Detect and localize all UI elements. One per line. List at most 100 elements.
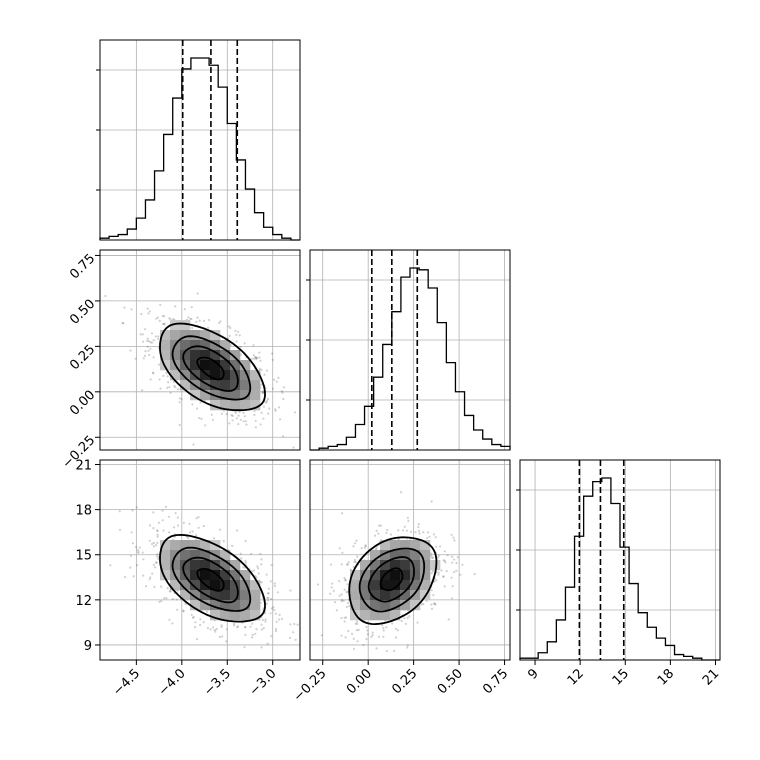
- sample-point: [281, 391, 284, 394]
- density-cell: [400, 570, 411, 581]
- sample-point: [403, 617, 406, 620]
- sample-point: [144, 350, 147, 353]
- sample-point: [142, 558, 145, 561]
- sample-point: [377, 635, 381, 638]
- sample-point: [433, 580, 436, 583]
- density-cell: [210, 570, 221, 581]
- sample-point: [146, 307, 149, 310]
- density-cell: [230, 370, 241, 381]
- sample-point: [386, 528, 389, 532]
- sample-point: [347, 629, 350, 633]
- sample-point: [168, 317, 171, 320]
- sample-point: [239, 353, 242, 356]
- sample-point: [365, 638, 368, 641]
- sample-point: [260, 623, 263, 626]
- sample-point: [154, 566, 157, 569]
- sample-point: [316, 583, 320, 586]
- sample-point: [473, 573, 476, 576]
- sample-point: [196, 316, 199, 319]
- density-cell: [170, 580, 181, 591]
- hist-frame-0: [99, 39, 301, 241]
- density-cell: [200, 340, 211, 351]
- xtick-label-0-3: −3.0: [247, 666, 280, 699]
- sample-point: [118, 510, 121, 513]
- sample-point: [178, 397, 181, 400]
- sample-point: [406, 616, 409, 620]
- sample-point: [258, 367, 261, 370]
- sample-point: [155, 561, 158, 564]
- histogram-line-1: [310, 267, 511, 451]
- density-panel-1-2: [309, 459, 511, 661]
- density-cell: [180, 370, 191, 381]
- sample-point: [260, 411, 263, 414]
- sample-point: [266, 642, 269, 645]
- sample-point: [168, 618, 171, 621]
- xtick-label-2-3: 18: [655, 666, 677, 688]
- density-cell: [390, 600, 401, 611]
- sample-point: [157, 337, 160, 340]
- density-cell: [240, 380, 251, 391]
- sample-point: [161, 509, 164, 512]
- sample-point: [215, 627, 218, 631]
- sample-point: [209, 628, 212, 631]
- sample-point: [253, 413, 256, 417]
- xtick-label-0-0: −4.5: [110, 666, 143, 699]
- sample-point: [355, 629, 358, 632]
- sample-point: [263, 612, 267, 615]
- sample-point: [435, 545, 438, 548]
- sample-point: [335, 609, 338, 612]
- sample-point: [443, 559, 446, 562]
- density-cell: [390, 570, 401, 581]
- sample-point: [428, 535, 431, 538]
- sample-point: [257, 572, 260, 575]
- sample-point: [159, 387, 162, 390]
- sample-point: [163, 315, 166, 318]
- sample-point: [273, 609, 276, 612]
- sample-point: [265, 573, 268, 576]
- density-cell: [230, 380, 241, 391]
- density-cell: [410, 600, 421, 611]
- sample-point: [356, 640, 359, 643]
- density-cell: [200, 560, 211, 571]
- density-cell: [240, 390, 251, 401]
- sample-point: [345, 605, 348, 609]
- sample-point: [397, 529, 400, 532]
- contour-level-1-2-2: [358, 547, 426, 613]
- sample-point: [220, 625, 223, 629]
- density-cell: [230, 560, 241, 571]
- sample-point: [158, 378, 161, 381]
- sample-point: [435, 579, 438, 582]
- sample-point: [356, 622, 359, 626]
- xtick-label-2-2: 15: [610, 666, 632, 688]
- sample-point: [260, 646, 263, 649]
- sample-point: [237, 423, 240, 426]
- density-cell: [220, 400, 231, 411]
- sample-point: [445, 570, 448, 573]
- sample-point: [156, 316, 159, 319]
- density-cell: [360, 580, 371, 591]
- sample-point: [172, 318, 175, 321]
- sample-point: [420, 603, 423, 606]
- sample-point: [193, 626, 197, 629]
- sample-point: [207, 326, 210, 329]
- density-cell: [180, 330, 191, 341]
- sample-point: [272, 606, 275, 609]
- density-cell: [200, 390, 211, 401]
- sample-point: [341, 598, 344, 602]
- xtick-label-1-0: −0.25: [291, 666, 330, 705]
- sample-point: [168, 590, 171, 593]
- sample-point: [131, 542, 134, 545]
- sample-point: [253, 409, 256, 412]
- sample-point: [354, 561, 357, 564]
- sample-point: [430, 572, 433, 575]
- sample-point: [399, 491, 403, 494]
- density-cell: [230, 600, 241, 611]
- density-cell: [230, 390, 241, 401]
- sample-point: [249, 625, 252, 628]
- sample-point: [373, 534, 377, 537]
- sample-point: [168, 531, 171, 534]
- density-cell: [400, 560, 411, 571]
- density-panel-0-2: [99, 459, 301, 661]
- sample-point: [268, 407, 271, 410]
